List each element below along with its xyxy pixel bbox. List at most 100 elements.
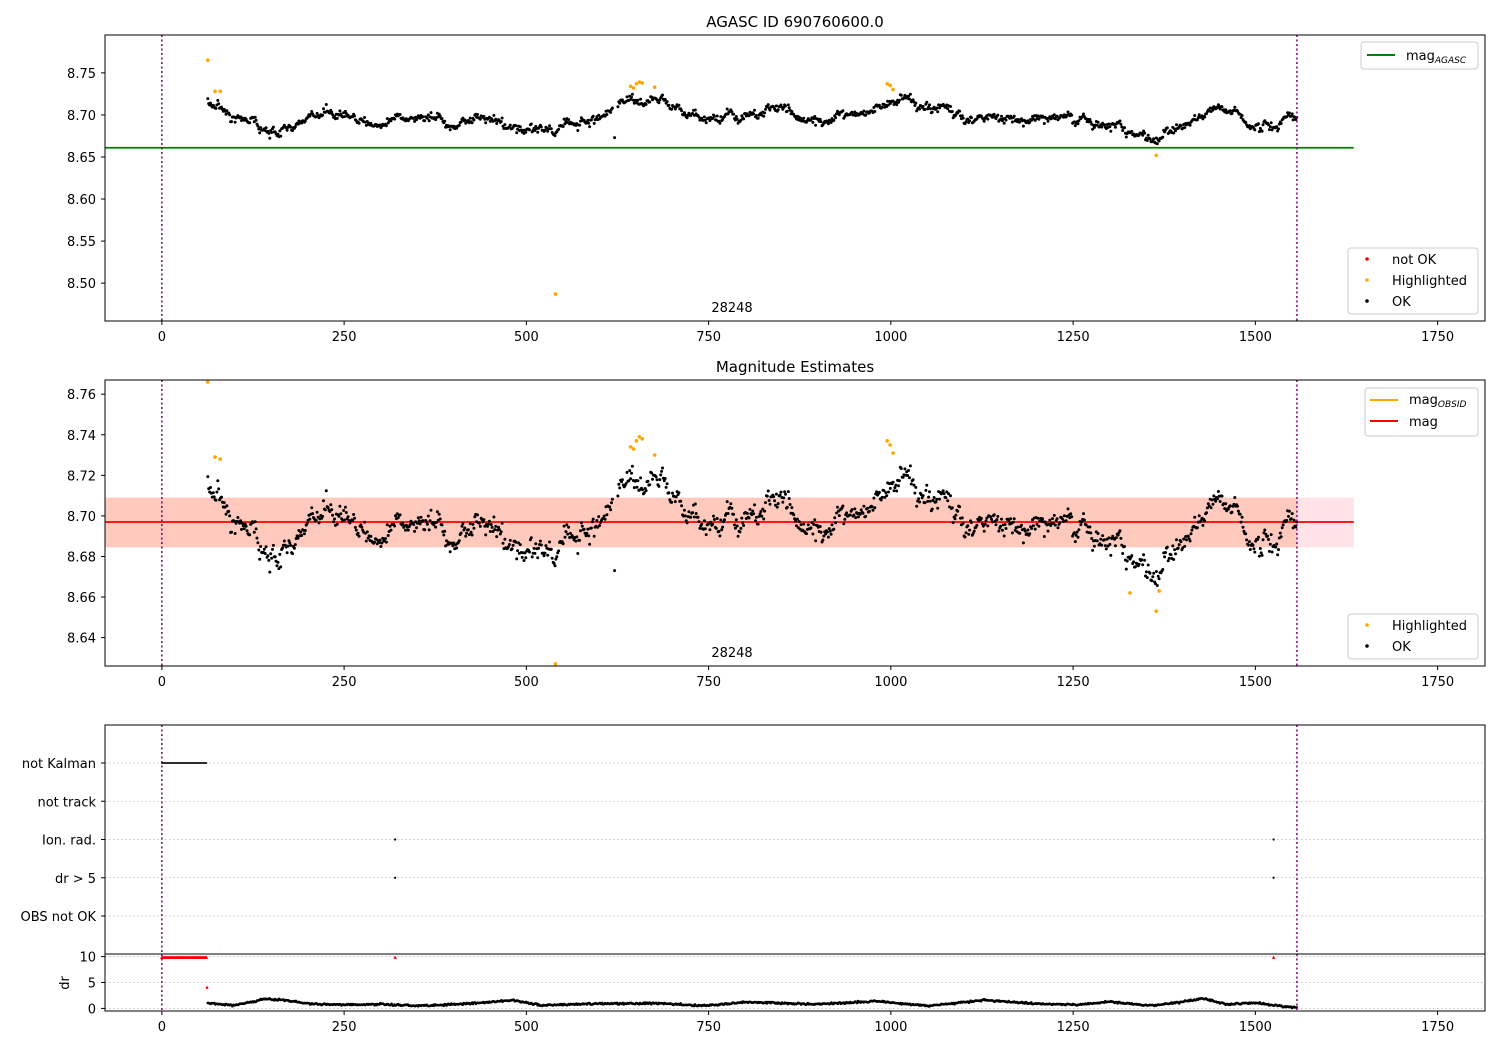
category-label: dr > 5 bbox=[55, 872, 96, 887]
data-point bbox=[1244, 120, 1248, 124]
data-point bbox=[982, 119, 986, 123]
data-point bbox=[783, 490, 787, 494]
data-point bbox=[793, 517, 797, 521]
data-point bbox=[1270, 128, 1274, 132]
data-point bbox=[912, 483, 916, 487]
data-point bbox=[661, 93, 664, 97]
data-point bbox=[1174, 552, 1177, 556]
data-point bbox=[610, 497, 614, 501]
data-point bbox=[969, 521, 973, 524]
data-point bbox=[353, 114, 356, 118]
data-point bbox=[426, 113, 430, 117]
data-point bbox=[359, 523, 363, 527]
data-point bbox=[632, 101, 636, 105]
data-point bbox=[499, 120, 503, 123]
x-tick-label: 1500 bbox=[1239, 330, 1272, 345]
x-tick-label: 1750 bbox=[1421, 675, 1454, 690]
data-point bbox=[762, 114, 766, 118]
data-point bbox=[1260, 553, 1264, 557]
data-point bbox=[627, 479, 631, 483]
data-point bbox=[895, 489, 899, 493]
data-point bbox=[1218, 107, 1222, 111]
data-point bbox=[616, 105, 620, 109]
data-point bbox=[266, 554, 270, 558]
data-point bbox=[1072, 531, 1076, 535]
data-point bbox=[1064, 519, 1068, 523]
data-point bbox=[429, 508, 433, 512]
data-point bbox=[1062, 514, 1066, 518]
data-point bbox=[270, 556, 274, 560]
x-tick-label: 500 bbox=[514, 675, 539, 690]
data-point bbox=[472, 118, 476, 122]
data-point bbox=[880, 495, 884, 499]
data-point bbox=[248, 121, 252, 125]
data-point bbox=[734, 518, 738, 522]
data-point bbox=[1028, 532, 1032, 536]
data-point bbox=[913, 491, 917, 495]
highlighted-point bbox=[553, 662, 558, 666]
data-point bbox=[1092, 544, 1096, 548]
data-point bbox=[1130, 554, 1134, 558]
data-point bbox=[488, 530, 492, 533]
data-point bbox=[1140, 558, 1144, 562]
data-point bbox=[1144, 570, 1148, 574]
data-point bbox=[756, 116, 760, 120]
data-point bbox=[543, 551, 547, 555]
data-point bbox=[282, 539, 286, 543]
data-point bbox=[774, 492, 778, 496]
data-point bbox=[775, 505, 779, 509]
data-point bbox=[1053, 523, 1057, 527]
data-point bbox=[663, 97, 667, 101]
data-point bbox=[630, 464, 634, 468]
data-point bbox=[263, 552, 267, 555]
data-point bbox=[1089, 120, 1093, 124]
data-point bbox=[760, 514, 764, 518]
data-point bbox=[1240, 515, 1244, 519]
data-point bbox=[930, 507, 934, 511]
data-point bbox=[385, 117, 389, 121]
data-point bbox=[579, 521, 583, 525]
data-point bbox=[605, 113, 609, 116]
data-point bbox=[543, 128, 547, 132]
data-point bbox=[644, 102, 648, 106]
data-point bbox=[850, 110, 854, 114]
data-point bbox=[354, 528, 358, 532]
data-point bbox=[211, 491, 215, 495]
data-point bbox=[1228, 109, 1232, 113]
data-point bbox=[1084, 523, 1088, 527]
data-point bbox=[1292, 518, 1296, 522]
data-point bbox=[698, 526, 702, 530]
x-tick-label: 1000 bbox=[874, 330, 907, 345]
y-tick-label: 8.76 bbox=[67, 388, 96, 403]
data-point bbox=[552, 562, 556, 565]
data-point bbox=[563, 122, 567, 126]
data-point bbox=[739, 118, 743, 122]
data-point bbox=[470, 533, 474, 537]
legend-points: Highlighted OK bbox=[1347, 613, 1479, 660]
data-point bbox=[739, 526, 743, 530]
data-point bbox=[1259, 551, 1263, 555]
data-point bbox=[1148, 571, 1152, 575]
data-point bbox=[648, 100, 652, 104]
data-point bbox=[742, 524, 746, 527]
data-point bbox=[1244, 532, 1248, 536]
data-point bbox=[338, 504, 342, 508]
data-point bbox=[586, 118, 590, 122]
data-point bbox=[451, 544, 455, 548]
data-point bbox=[983, 522, 987, 526]
data-point bbox=[826, 122, 830, 126]
data-point bbox=[268, 570, 272, 574]
data-point bbox=[853, 507, 857, 511]
data-point bbox=[836, 505, 839, 509]
data-point bbox=[629, 477, 633, 481]
data-point bbox=[837, 514, 841, 518]
data-point bbox=[996, 514, 1000, 518]
data-point bbox=[1251, 543, 1255, 547]
data-point bbox=[1239, 520, 1243, 524]
data-point bbox=[1289, 517, 1293, 521]
data-point bbox=[685, 116, 689, 120]
data-point bbox=[814, 539, 818, 543]
data-point bbox=[1079, 523, 1083, 527]
data-point bbox=[569, 531, 572, 535]
data-point bbox=[1268, 125, 1272, 129]
